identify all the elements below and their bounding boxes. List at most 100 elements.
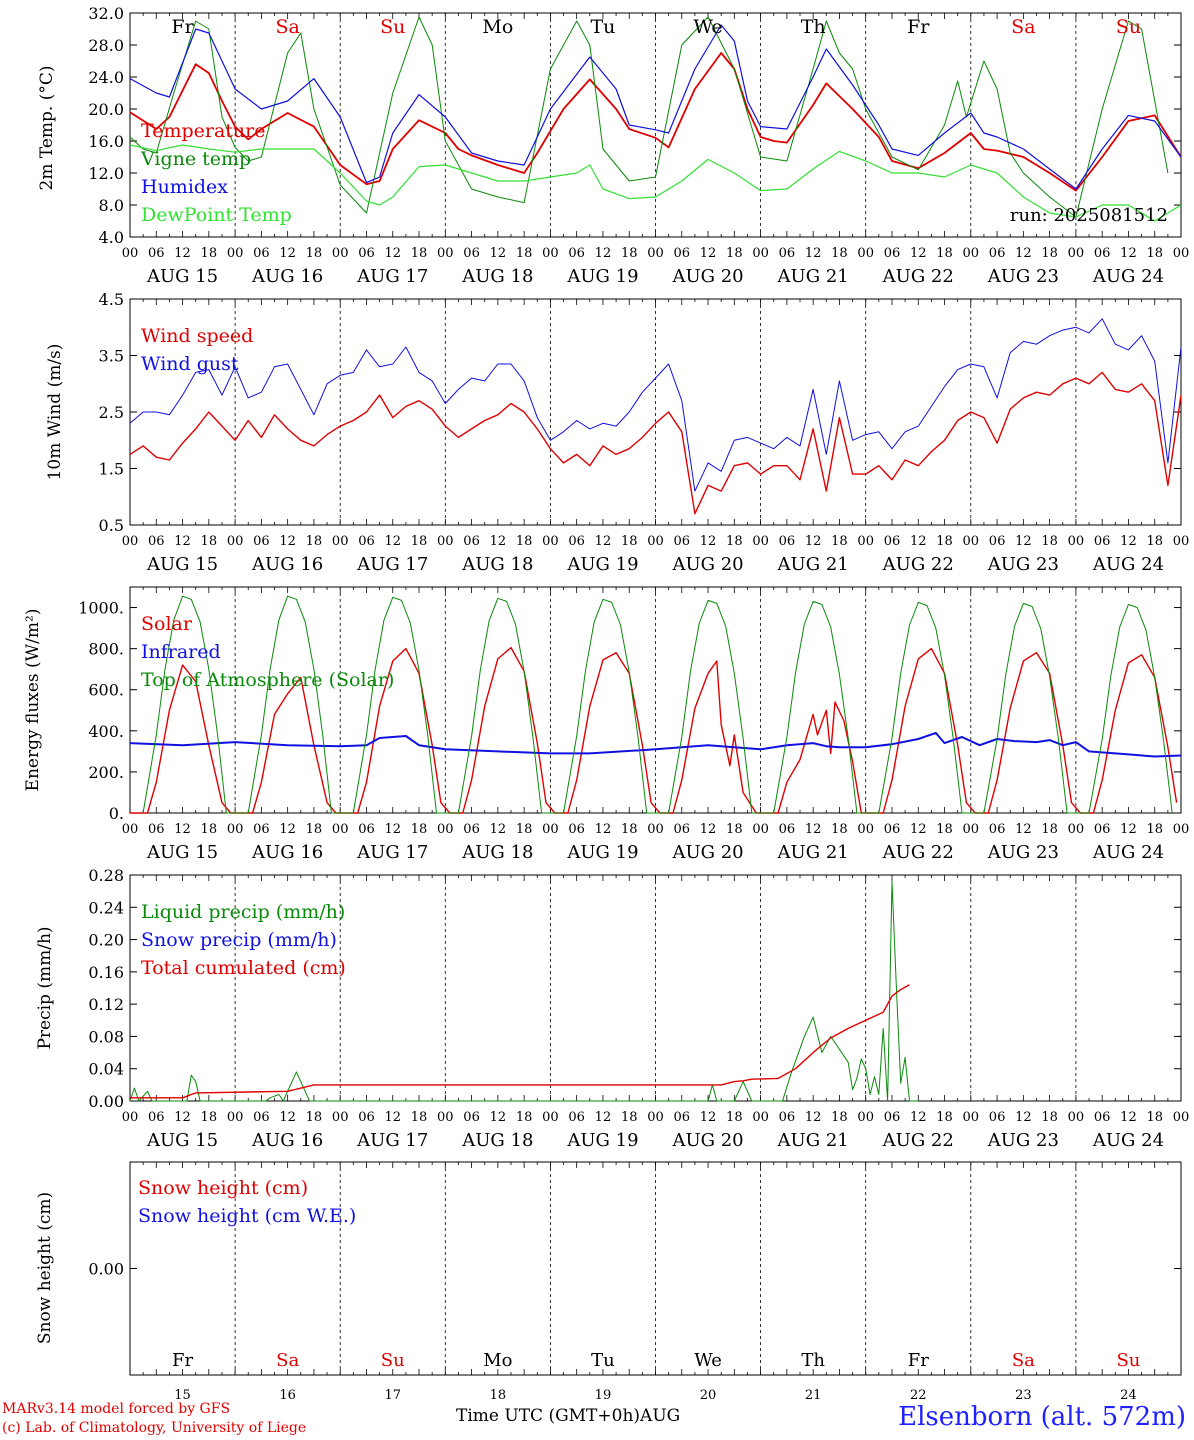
hour-tick-label: 12 xyxy=(1120,246,1137,261)
hour-tick-label: 06 xyxy=(779,246,796,261)
hour-tick-label: 12 xyxy=(1120,822,1137,837)
hour-tick-label: 06 xyxy=(884,534,901,549)
hour-tick-label: 06 xyxy=(463,246,480,261)
hour-tick-label: 06 xyxy=(463,534,480,549)
hour-tick-label: 06 xyxy=(568,1110,585,1125)
hour-tick-label: 12 xyxy=(700,246,717,261)
hour-tick-label: 12 xyxy=(595,1110,612,1125)
hour-tick-label: 18 xyxy=(726,534,743,549)
weekday-label: Sa xyxy=(1012,1350,1035,1371)
y-tick-label: 0.5 xyxy=(99,516,124,535)
series-solar xyxy=(130,646,1178,814)
date-label: AUG 16 xyxy=(251,554,323,575)
date-label: AUG 19 xyxy=(566,842,638,863)
date-label: AUG 16 xyxy=(251,842,323,863)
date-label: AUG 23 xyxy=(987,266,1059,287)
hour-tick-label: 12 xyxy=(174,246,191,261)
y-tick-label: 3.5 xyxy=(99,347,124,366)
hour-tick-label: 00 xyxy=(122,822,139,837)
series-liquid-precip-mm-h xyxy=(129,881,919,1102)
weekday-label: Mo xyxy=(483,1350,512,1371)
legend-entry: Vigne temp xyxy=(140,148,251,170)
legend-entry: Snow height (cm) xyxy=(138,1177,308,1199)
date-label: AUG 22 xyxy=(882,266,954,287)
hour-tick-label: 18 xyxy=(621,534,638,549)
hour-tick-label: 18 xyxy=(1146,246,1163,261)
hour-tick-label: 06 xyxy=(674,246,691,261)
hour-tick-label: 18 xyxy=(516,246,533,261)
hour-tick-label: 06 xyxy=(568,246,585,261)
legend-entry: DewPoint Temp xyxy=(141,204,292,226)
hour-tick-label: 00 xyxy=(963,534,980,549)
series-humidex xyxy=(129,24,1182,190)
date-label: AUG 16 xyxy=(251,1130,323,1151)
hour-tick-label: 18 xyxy=(726,822,743,837)
date-label: AUG 23 xyxy=(987,554,1059,575)
date-label: AUG 21 xyxy=(777,554,849,575)
hour-tick-label: 00 xyxy=(122,246,139,261)
hour-tick-label: 12 xyxy=(1015,822,1032,837)
hour-tick-label: 12 xyxy=(910,534,927,549)
hour-tick-label: 00 xyxy=(1173,1110,1190,1125)
date-label: AUG 18 xyxy=(461,842,533,863)
y-axis-label: 2m Temp. (°C) xyxy=(37,65,57,190)
y-axis-label: Snow height (cm) xyxy=(35,1192,55,1344)
hour-tick-label: 12 xyxy=(490,1110,507,1125)
date-label: AUG 15 xyxy=(146,266,218,287)
hour-tick-label: 18 xyxy=(831,534,848,549)
model-credit: MARv3.14 model forced by GFS xyxy=(2,1401,231,1417)
hour-tick-label: 12 xyxy=(595,246,612,261)
hour-tick-label: 06 xyxy=(989,1110,1006,1125)
hour-tick-label: 00 xyxy=(332,246,349,261)
hour-tick-label: 18 xyxy=(831,1110,848,1125)
hour-tick-label: 06 xyxy=(463,1110,480,1125)
hour-tick-label: 18 xyxy=(1146,1110,1163,1125)
hour-tick-label: 06 xyxy=(884,246,901,261)
hour-tick-label: 18 xyxy=(411,246,428,261)
hour-tick-label: 06 xyxy=(1094,534,1111,549)
hour-tick-label: 18 xyxy=(201,1110,218,1125)
hour-tick-label: 00 xyxy=(227,822,244,837)
y-tick-label: 0.24 xyxy=(88,898,124,917)
date-label: AUG 18 xyxy=(461,1130,533,1151)
hour-tick-label: 00 xyxy=(332,822,349,837)
legend-entry: Infrared xyxy=(141,641,221,663)
hour-tick-label: 00 xyxy=(122,534,139,549)
hour-tick-label: 18 xyxy=(306,534,323,549)
y-tick-label: 400. xyxy=(88,722,124,741)
hour-tick-label: 06 xyxy=(253,1110,270,1125)
hour-tick-label: 18 xyxy=(1146,822,1163,837)
y-tick-label: 0.20 xyxy=(88,931,124,950)
hour-tick-label: 06 xyxy=(148,534,165,549)
date-label: AUG 20 xyxy=(671,266,743,287)
y-tick-label: 0.00 xyxy=(88,1260,124,1279)
hour-tick-label: 00 xyxy=(857,1110,874,1125)
hour-tick-label: 00 xyxy=(542,246,559,261)
hour-tick-label: 18 xyxy=(621,822,638,837)
hour-tick-label: 12 xyxy=(1120,1110,1137,1125)
hour-tick-label: 06 xyxy=(884,1110,901,1125)
hour-tick-label: 12 xyxy=(174,822,191,837)
hour-tick-label: 18 xyxy=(306,246,323,261)
series-temperature xyxy=(129,52,1182,192)
weekday-label: Fr xyxy=(172,1350,193,1371)
legend-entry: Snow height (cm W.E.) xyxy=(138,1205,356,1227)
hour-tick-label: 12 xyxy=(490,246,507,261)
day-number-label: 19 xyxy=(595,1388,612,1403)
station-title: Elsenborn (alt. 572m) xyxy=(898,1402,1186,1432)
hour-tick-label: 00 xyxy=(227,534,244,549)
time-axis-label: Time UTC (GMT+0h)AUG xyxy=(456,1406,680,1426)
hour-tick-label: 12 xyxy=(700,534,717,549)
date-label: AUG 17 xyxy=(356,1130,428,1151)
hour-tick-label: 06 xyxy=(1094,246,1111,261)
hour-tick-label: 06 xyxy=(253,246,270,261)
date-label: AUG 15 xyxy=(146,554,218,575)
series-dewpoint-temp xyxy=(129,144,1182,222)
hour-tick-label: 12 xyxy=(384,246,401,261)
legend-entry: Liquid precip (mm/h) xyxy=(141,901,345,923)
hour-tick-label: 06 xyxy=(1094,822,1111,837)
date-label: AUG 15 xyxy=(146,842,218,863)
hour-tick-label: 12 xyxy=(805,1110,822,1125)
y-tick-label: 4.0 xyxy=(99,228,124,247)
date-label: AUG 23 xyxy=(987,842,1059,863)
